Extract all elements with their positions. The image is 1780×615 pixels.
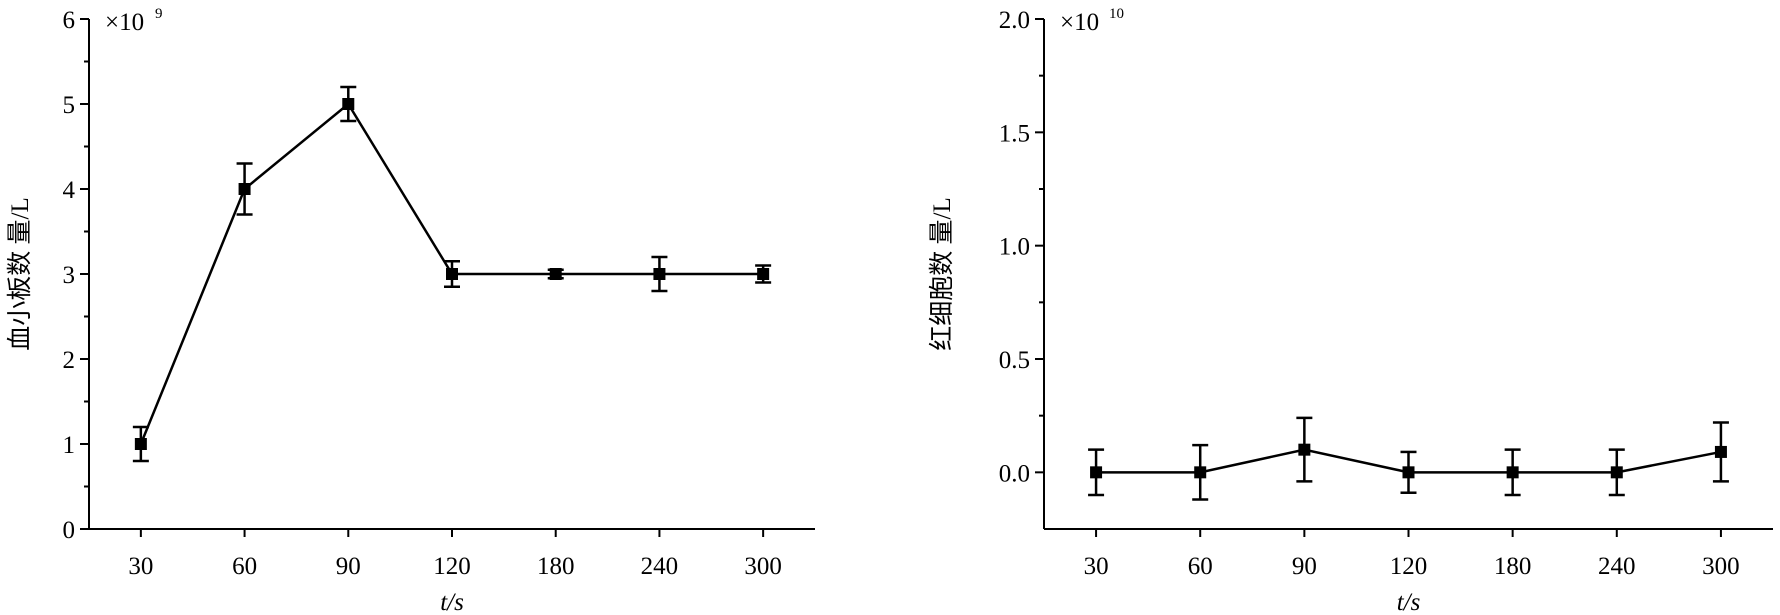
scale-exponent: 9 (155, 6, 163, 22)
x-tick-label: 300 (1702, 553, 1740, 580)
marker (1194, 466, 1207, 479)
scale-base: ×10 (1060, 9, 1099, 36)
x-axis-label: t/s (440, 589, 464, 615)
scale-exponent: 10 (1109, 6, 1124, 22)
x-tick-label: 120 (433, 553, 471, 580)
x-tick-label: 180 (537, 553, 575, 580)
y-tick-label: 0.0 (999, 460, 1030, 487)
marker (1714, 445, 1727, 458)
y-tick-label: 0 (63, 517, 76, 544)
marker (1506, 466, 1519, 479)
y-tick-label: 2 (63, 347, 76, 374)
x-tick-label: 30 (128, 553, 153, 580)
marker (446, 268, 458, 280)
marker (653, 268, 666, 280)
scale-base: ×10 (105, 9, 144, 36)
x-tick-label: 240 (1598, 553, 1636, 580)
x-tick-label: 180 (1494, 553, 1532, 580)
x-tick-label: 60 (232, 553, 257, 580)
y-tick-label: 5 (63, 92, 76, 119)
marker (238, 183, 251, 195)
x-tick-label: 240 (641, 553, 679, 580)
y-tick-label: 1.0 (999, 234, 1030, 261)
marker (1090, 466, 1103, 479)
y-axis-label: 红细胞数 量/L (928, 197, 956, 350)
y-tick-label: 3 (63, 262, 76, 289)
y-tick-label: 6 (63, 7, 76, 34)
marker (1298, 443, 1311, 456)
marker (1610, 466, 1623, 479)
marker (342, 98, 355, 110)
x-tick-label: 120 (1390, 553, 1428, 580)
y-tick-label: 1 (63, 432, 76, 459)
x-tick-label: 60 (1188, 553, 1213, 580)
marker (757, 268, 770, 280)
marker (134, 438, 147, 450)
x-tick-label: 300 (744, 553, 782, 580)
marker (549, 268, 562, 280)
x-tick-label: 30 (1084, 553, 1109, 580)
marker (1402, 466, 1415, 479)
y-tick-label: 0.5 (999, 347, 1030, 374)
y-tick-label: 2.0 (999, 7, 1030, 34)
x-tick-label: 90 (336, 553, 361, 580)
x-axis-label: t/s (1397, 589, 1421, 615)
y-tick-label: 4 (63, 177, 76, 204)
x-tick-label: 90 (1292, 553, 1317, 580)
y-axis-label: 血小板数 量/L (6, 197, 34, 350)
y-tick-label: 1.5 (999, 120, 1030, 147)
